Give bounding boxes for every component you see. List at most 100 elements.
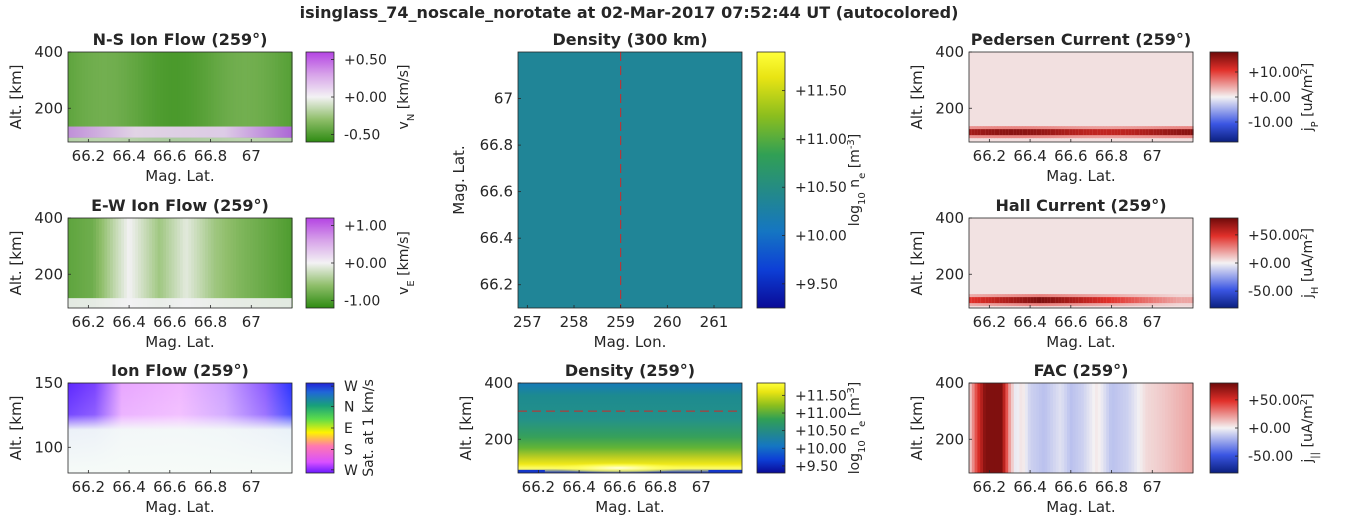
y-tick-label: 150: [34, 374, 63, 392]
heatmap-cell: [1148, 383, 1152, 473]
colorbar-gradient: [1210, 383, 1238, 473]
colorbar-box: [756, 51, 786, 309]
heatmap-cell: [174, 218, 178, 308]
colorbar: +50.00 +0.00 -50.00 j|| [uA/m2]: [1209, 382, 1321, 474]
heatmap-cell: [1097, 297, 1102, 304]
heatmap-cell: [154, 52, 159, 142]
heatmap-cell: [1016, 129, 1020, 136]
x-axis-label: Mag. Lat.: [145, 333, 214, 351]
heatmap-cell: [1067, 297, 1071, 304]
colorbar-tick-label: +1.00: [344, 219, 387, 235]
heatmap-cell: [166, 52, 170, 142]
heatmap-cell: [1033, 383, 1037, 473]
y-tick-label: 200: [34, 265, 63, 283]
colorbar: +0.50 +0.00 -0.50 vN [km/s]: [305, 51, 417, 144]
heatmap-cell: [208, 52, 212, 142]
heatmap-cell: [980, 383, 984, 473]
heatmap-cell: [1162, 383, 1166, 473]
heatmap-cell: [1095, 129, 1099, 136]
heatmap-cell: [79, 218, 83, 308]
heatmap-cell: [1165, 129, 1169, 136]
x-tick-label: 66.2: [72, 478, 105, 496]
heatmap-cell: [90, 52, 94, 142]
colorbar-tick-label: +9.50: [795, 459, 838, 475]
x-axis-label: Mag. Lat.: [595, 498, 664, 516]
heatmap-cell: [252, 218, 257, 308]
heatmap-cell: [1033, 297, 1037, 304]
heatmap-cell: [247, 52, 251, 142]
heatmap-cell: [124, 218, 128, 308]
heatmap-cell: [988, 383, 992, 473]
x-tick-label: 66.6: [153, 313, 186, 331]
heatmap-cell: [1013, 129, 1018, 136]
heatmap-cell: [980, 129, 984, 136]
heatmap-fade: [68, 383, 292, 473]
heatmap-field: [518, 383, 742, 473]
colorbar-label: log10 ne [m-3]: [846, 382, 868, 475]
x-tick-label: 67: [242, 478, 261, 496]
heatmap-cell: [1117, 129, 1121, 136]
heatmap-cell: [98, 218, 103, 308]
x-tick-label: 66.2: [522, 478, 555, 496]
heatmap-cell: [997, 297, 1001, 304]
x-tick-label: 66.2: [72, 313, 105, 331]
heatmap-cell: [1044, 129, 1048, 136]
y-tick-label: 200: [484, 430, 513, 448]
heatmap-cell: [1053, 297, 1057, 304]
panel-title: N-S Ion Flow (259°): [93, 30, 268, 49]
heatmap-cell: [1033, 129, 1037, 136]
heatmap-band: [68, 126, 292, 138]
x-axis-label: Mag. Lat.: [145, 167, 214, 185]
colorbar-tick-label: W: [344, 463, 358, 479]
heatmap-cell: [1145, 129, 1149, 136]
heatmap-cell: [985, 297, 990, 304]
heatmap-cell: [98, 52, 103, 142]
heatmap-cell: [1181, 129, 1186, 136]
heatmap-cell: [1075, 129, 1079, 136]
heatmap-cell: [112, 52, 117, 142]
x-tick-label: 66.8: [1095, 313, 1128, 331]
colorbar: +50.00 +0.00 -50.00 jH [uA/m2]: [1209, 217, 1321, 309]
x-tick-label: 257: [513, 313, 542, 331]
heatmap-cell: [104, 218, 108, 308]
heatmap-band: [68, 137, 292, 142]
heatmap-cell: [132, 218, 136, 308]
colorbar-tick-label: +11.00: [795, 132, 847, 148]
heatmap-cell: [999, 129, 1004, 136]
colorbar-tick-label: +0.00: [344, 256, 387, 272]
heatmap-cell: [191, 52, 195, 142]
heatmap-cell: [70, 52, 75, 142]
x-tick-label: 66.6: [1054, 147, 1087, 165]
heatmap-cell: [1176, 297, 1180, 304]
y-tick-label: 400: [34, 209, 63, 227]
heatmap-cell: [1114, 297, 1118, 304]
heatmap-cell: [1030, 383, 1034, 473]
colorbar: +11.50 +11.00 +10.50 +10.00 +9.50 log10 ne [m…: [756, 51, 868, 309]
heatmap-cell: [107, 218, 111, 308]
heatmap-cell: [971, 129, 976, 136]
heatmap-cell: [1111, 129, 1116, 136]
x-axis-label: Mag. Lat.: [1046, 167, 1115, 185]
x-tick-label: 66.8: [194, 147, 227, 165]
colorbar-tick-label: +11.50: [795, 388, 847, 404]
heatmap-cell: [272, 218, 276, 308]
heatmap-cell: [1058, 383, 1062, 473]
heatmap-cell: [1095, 383, 1099, 473]
x-tick-label: 66.6: [153, 478, 186, 496]
heatmap-cell: [244, 218, 248, 308]
heatmap-cell: [1134, 383, 1138, 473]
colorbar-label: j|| [uA/m2]: [1299, 393, 1321, 463]
heatmap-cell: [205, 218, 209, 308]
colorbar: +1.00 +0.00 -1.00 vE [km/s]: [305, 217, 417, 310]
heatmap-cell: [87, 218, 91, 308]
heatmap-cell: [1089, 297, 1093, 304]
heatmap-cell: [82, 218, 86, 308]
heatmap-cell: [1139, 383, 1144, 473]
heatmap-cell: [1173, 383, 1177, 473]
y-axis-label: Alt. [km]: [908, 231, 926, 296]
heatmap-cell: [1013, 383, 1018, 473]
heatmap-cell: [1047, 383, 1051, 473]
colorbar-tick-label: W: [344, 379, 358, 395]
colorbar-tick-label: S: [344, 443, 353, 459]
